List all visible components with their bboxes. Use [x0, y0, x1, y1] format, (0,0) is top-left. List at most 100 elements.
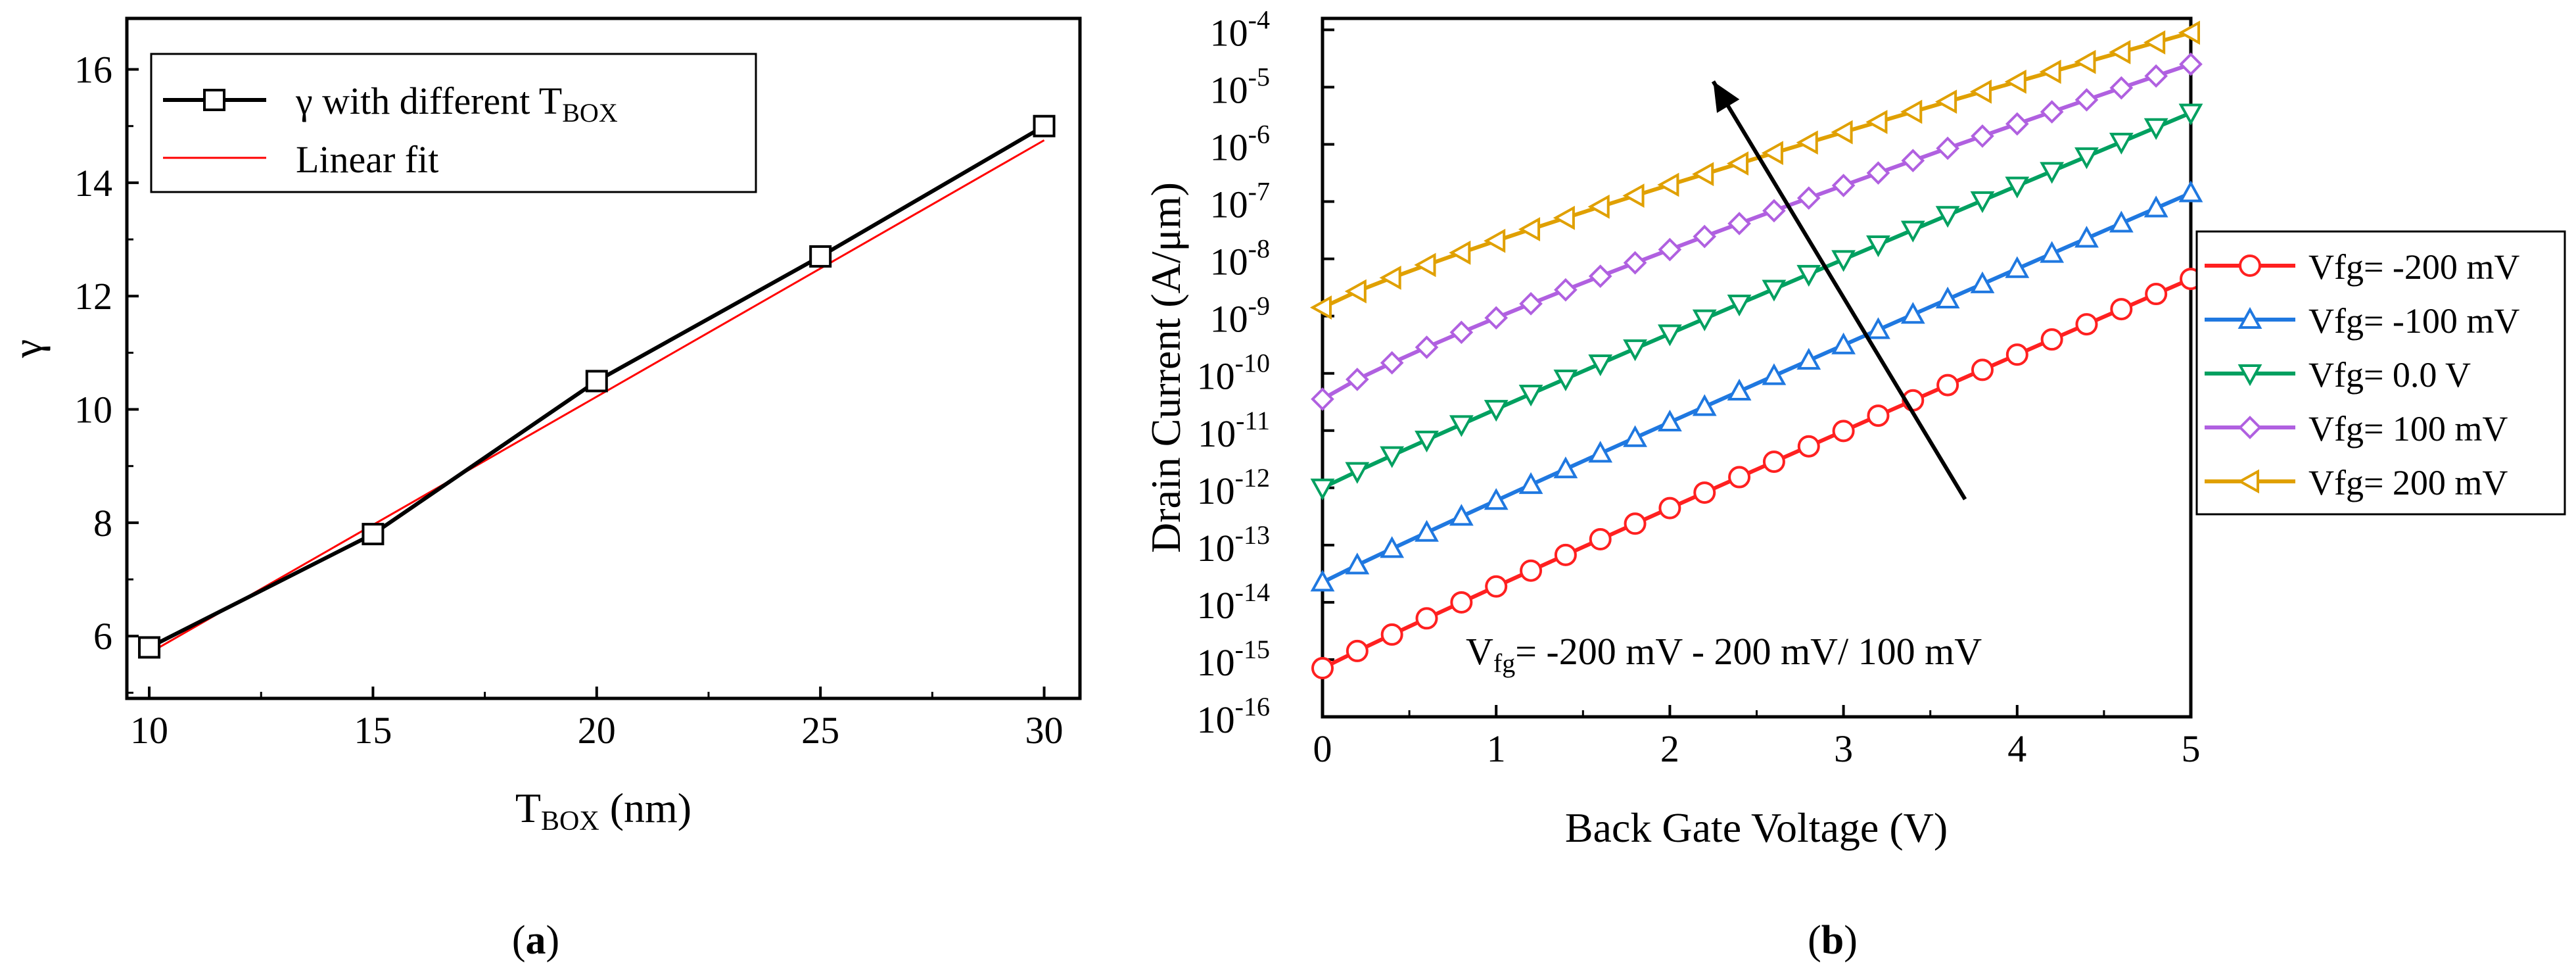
y-tick-label-b: 10-13	[1197, 520, 1270, 570]
data-point-b	[1484, 400, 1509, 422]
legend-marker-b	[2239, 255, 2261, 277]
panel-label-b: (b)	[1808, 918, 1858, 963]
data-point-b	[1344, 279, 1367, 304]
y-tick-label-b: 10-9	[1210, 291, 1270, 341]
data-point-b	[1831, 174, 1856, 197]
data-point-b	[1345, 462, 1370, 484]
data-point-b	[1866, 235, 1890, 258]
data-point-b	[1727, 295, 1752, 317]
data-point-b	[1658, 237, 1682, 262]
data-point-b	[1518, 472, 1543, 495]
data-point-b	[1588, 264, 1612, 288]
x-tick-label-b: 1	[1487, 727, 1506, 770]
data-point-b	[1901, 149, 1925, 173]
data-point-b	[1310, 478, 1335, 500]
data-point-b	[1380, 536, 1405, 558]
data-point-b	[1936, 374, 1959, 397]
legend-b: Vfg= -200 mV Vfg= -100 mV Vfg= 0.0 V Vfg= 1…	[2195, 230, 2566, 516]
x-axis-label-a: TBOX (nm)	[515, 785, 691, 837]
data-point-gamma	[362, 523, 385, 546]
data-point-b	[1415, 335, 1439, 359]
data-point-b	[2005, 343, 2028, 366]
data-point-b	[1658, 409, 1682, 432]
y-tick-label-b: 10-4	[1210, 5, 1270, 54]
legend-marker-b	[2238, 416, 2262, 439]
data-point-b	[2109, 132, 2134, 155]
y-tick-label-a: 6	[93, 615, 112, 658]
data-point-b	[2074, 87, 2099, 112]
data-point-b	[1692, 309, 1717, 331]
y-tick-label-b: 10-8	[1210, 234, 1270, 283]
data-point-b	[1379, 265, 1401, 290]
y-tick-label-a: 8	[93, 502, 112, 545]
data-point-b	[1832, 420, 1855, 443]
data-point-b	[1728, 466, 1751, 489]
data-point-b	[2143, 195, 2168, 218]
legend-marker-b	[2237, 469, 2259, 494]
data-point-b	[1796, 130, 1818, 155]
legend-marker-b	[2237, 306, 2262, 329]
data-point-b	[1415, 607, 1438, 630]
data-point-b	[1727, 212, 1751, 235]
data-point-b	[1831, 250, 1856, 272]
data-point-b	[1380, 351, 1404, 375]
x-tick-label-b: 2	[1660, 727, 1679, 770]
y-tick-label-a: 14	[74, 162, 112, 205]
data-point-b	[1936, 136, 1959, 160]
panel-label-a-letter: a	[526, 918, 546, 963]
data-point-b	[1519, 292, 1543, 316]
annotation-vfg-range: Vfg= -200 mV - 200 mV/ 100 mV	[1466, 630, 1982, 678]
svg-text:(a): (a)	[512, 918, 559, 963]
data-point-b	[2074, 147, 2099, 170]
data-point-b	[1623, 251, 1647, 275]
data-point-b	[1622, 183, 1645, 208]
data-point-b	[1345, 552, 1370, 575]
data-point-b	[1587, 194, 1610, 219]
data-point-b	[1588, 354, 1613, 377]
data-point-b	[1796, 264, 1821, 287]
x-axis-label-b: Back Gate Voltage (V)	[1565, 804, 1948, 851]
data-point-b	[1969, 80, 1992, 104]
data-point-b	[1693, 224, 1717, 249]
data-point-b	[2144, 64, 2168, 88]
data-point-b	[1623, 339, 1647, 362]
trend-arrow-shaft	[1711, 80, 1967, 500]
data-point-b	[1520, 559, 1543, 582]
data-point-b	[1449, 415, 1474, 437]
data-point-b	[1797, 435, 1820, 458]
data-point-b	[2074, 49, 2096, 74]
data-point-b	[1971, 358, 1994, 381]
y-tick-label-a: 10	[74, 389, 112, 431]
legend-label-b: Vfg= 0.0 V	[2308, 355, 2471, 395]
data-point-b	[1414, 253, 1436, 278]
data-point-b	[1762, 199, 1786, 223]
y-tick-label-b: 10-15	[1197, 635, 1270, 684]
y-tick-label-b: 10-14	[1197, 577, 1270, 627]
data-point-b	[1935, 286, 1960, 309]
data-point-b	[2040, 162, 2065, 184]
data-point-b	[2109, 39, 2131, 64]
data-point-b	[2109, 76, 2134, 100]
data-point-b	[1935, 206, 1960, 228]
x-tick-label-b: 4	[2007, 727, 2026, 770]
data-point-b	[1449, 320, 1474, 345]
y-tick-label-b: 10-12	[1197, 463, 1270, 512]
data-point-b	[1484, 306, 1509, 330]
data-point-b	[1346, 368, 1369, 391]
data-point-b	[1865, 110, 1888, 134]
data-point-b	[1900, 99, 1923, 124]
data-point-gamma	[585, 370, 608, 393]
data-point-b	[1624, 512, 1647, 535]
data-point-b	[1554, 278, 1578, 302]
x-tick-label-a: 20	[578, 709, 616, 752]
legend-label-b: Vfg= -100 mV	[2308, 301, 2519, 341]
x-tick-label-b: 5	[2182, 727, 2201, 770]
legend-label-b: Vfg= -200 mV	[2308, 247, 2519, 287]
data-point-b	[1761, 141, 1783, 165]
data-point-b	[2178, 180, 2203, 203]
x-tick-label-a: 15	[354, 709, 392, 752]
data-point-b	[1415, 520, 1439, 542]
x-tick-label-a: 30	[1025, 709, 1064, 752]
chart-a: 10 15 20 25 30 6 8 10 12 14 16 γ TBOX (nm) γ with dif…	[4, 16, 1082, 837]
trend-arrow-head	[1713, 81, 1740, 113]
